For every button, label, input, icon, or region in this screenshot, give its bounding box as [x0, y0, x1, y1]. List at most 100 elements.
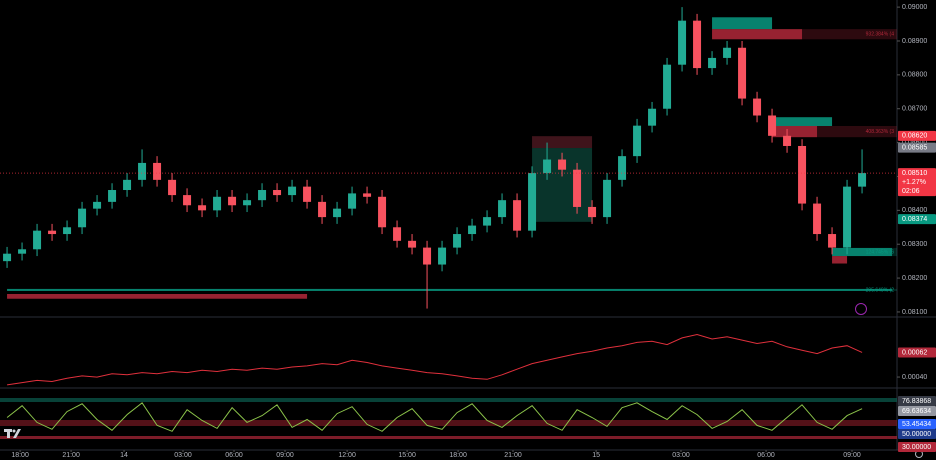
- zone: [772, 126, 818, 138]
- candle-body: [363, 193, 372, 197]
- price-tag: [898, 428, 936, 439]
- candle-body: [333, 208, 342, 218]
- price-tag: [898, 168, 936, 197]
- y-tick-label: 0.08800: [902, 72, 927, 79]
- candle-body: [528, 173, 537, 231]
- y-tick-label: 0.09000: [902, 4, 927, 11]
- candle-body: [828, 234, 837, 248]
- candle-body: [318, 201, 327, 218]
- candle-body: [708, 57, 717, 69]
- candle-body: [183, 195, 192, 206]
- x-tick-label: 03:00: [174, 452, 192, 459]
- alert-icon[interactable]: [855, 303, 867, 315]
- price-tag-label: 0.08620: [902, 133, 927, 140]
- candle-body: [288, 186, 297, 196]
- x-tick-label: 18:00: [11, 452, 29, 459]
- zone-label: 932.384% (4: [866, 32, 895, 38]
- price-tag-label: 0.08510: [902, 170, 927, 177]
- candle-body: [93, 201, 102, 209]
- candle-body: [273, 190, 282, 196]
- candle-body: [558, 159, 567, 170]
- candle-body: [48, 230, 57, 235]
- zone: [7, 288, 893, 291]
- price-tag-label: 50.00000: [902, 431, 931, 438]
- candle-body: [168, 179, 177, 196]
- x-tick-label: 06:00: [757, 452, 775, 459]
- indicator-band: [0, 436, 897, 439]
- candle-body: [618, 156, 627, 180]
- candle-body: [78, 208, 87, 228]
- candle-body: [408, 240, 417, 248]
- zone: [832, 247, 893, 257]
- zone-extension: [892, 288, 897, 291]
- candle-body: [513, 200, 522, 231]
- candle-body: [378, 196, 387, 228]
- candle-body: [3, 253, 12, 262]
- candle-body: [213, 196, 222, 211]
- x-tick-label: 09:00: [843, 452, 861, 459]
- zone-label: 124.745% (6: [866, 249, 895, 255]
- x-tick-label: 15: [592, 452, 600, 459]
- zone: [832, 256, 848, 264]
- zone-label: 408.363% (3: [866, 129, 895, 135]
- candle-body: [483, 217, 492, 226]
- zone: [712, 17, 773, 30]
- candle-body: [438, 247, 447, 265]
- price-tag-sub: +1.27%: [902, 179, 926, 186]
- price-tag: [898, 130, 936, 141]
- candle-body: [498, 200, 507, 218]
- x-tick-label: 15:00: [398, 452, 416, 459]
- zone: [772, 117, 833, 126]
- candle-body: [783, 135, 792, 146]
- candle-body: [858, 173, 867, 187]
- x-tick-label: 21:00: [504, 452, 522, 459]
- candle-body: [18, 249, 27, 254]
- value-tag: [898, 347, 936, 358]
- x-tick-label: 18:00: [449, 452, 467, 459]
- x-tick-label: 06:00: [225, 452, 243, 459]
- y-tick-label: 0.08400: [902, 207, 927, 214]
- x-tick-label: 12:00: [338, 452, 356, 459]
- candle-body: [633, 125, 642, 157]
- price-tag-label: 0.08585: [902, 145, 927, 152]
- candle-body: [648, 108, 657, 126]
- candle-body: [768, 115, 777, 136]
- indicator-line: [6, 402, 863, 432]
- candle-body: [813, 203, 822, 235]
- price-tag: [898, 214, 936, 225]
- candle-body: [423, 247, 432, 265]
- x-tick-label: 14: [120, 452, 128, 459]
- indicator-line: [7, 333, 863, 386]
- price-tag-label: 53.45434: [902, 421, 931, 428]
- price-tag: [898, 442, 936, 453]
- price-tag: [898, 142, 936, 153]
- candle-body: [678, 20, 687, 65]
- candle-body: [243, 200, 252, 206]
- candle-body: [33, 230, 42, 250]
- zone: [532, 136, 593, 149]
- y-tick-label: 0.08300: [902, 241, 927, 248]
- candle-body: [723, 47, 732, 58]
- candle-body: [228, 196, 237, 206]
- candle-body: [843, 186, 852, 248]
- y-tick-label: 0.08700: [902, 106, 927, 113]
- candle-body: [63, 227, 72, 235]
- candle-body: [798, 145, 807, 204]
- candle-body: [393, 227, 402, 241]
- price-tag-label: 76.83868: [902, 398, 931, 405]
- price-tag-label: 30.00000: [902, 444, 931, 451]
- zone-extension: [892, 247, 897, 257]
- candle-body: [138, 162, 147, 180]
- candle-body: [738, 47, 747, 99]
- candle-body: [453, 234, 462, 248]
- x-tick-label: 09:00: [276, 452, 294, 459]
- zone-extension: [817, 126, 897, 138]
- candle-body: [348, 193, 357, 209]
- price-tag-label: 69.63634: [902, 408, 931, 415]
- zone: [712, 29, 803, 40]
- price-tag: [898, 405, 936, 416]
- logo: [4, 429, 21, 438]
- y-tick-label: 0.00040: [902, 374, 927, 381]
- candle-body: [588, 206, 597, 218]
